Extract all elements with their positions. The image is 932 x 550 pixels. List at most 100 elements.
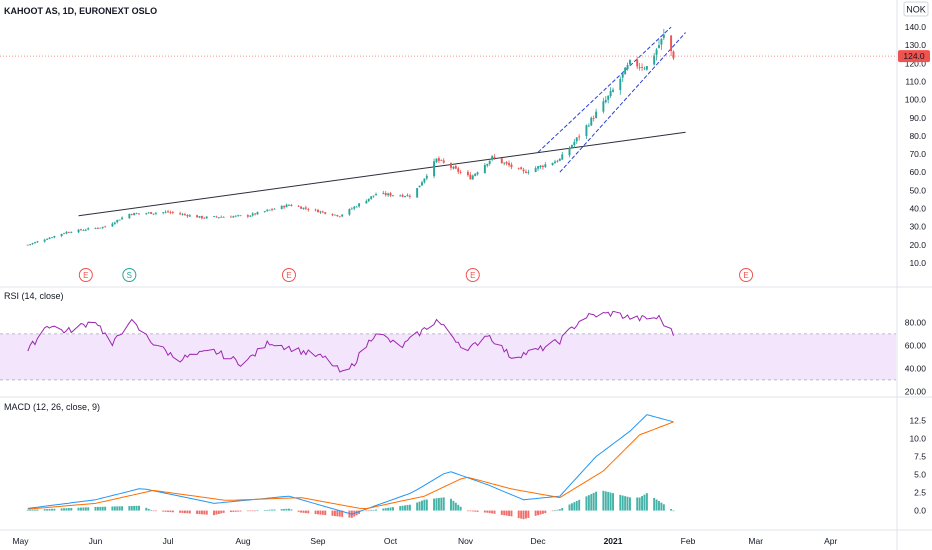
candle-body: [541, 165, 544, 167]
candle-body: [87, 228, 90, 230]
macd-histogram-bar: [268, 509, 271, 511]
macd-histogram-bar: [213, 510, 215, 516]
candle-body: [585, 125, 588, 137]
candle-body: [213, 216, 215, 218]
last-price-label: 124.0: [903, 51, 925, 61]
macd-histogram-bar: [573, 502, 576, 511]
macd-histogram-bar: [641, 496, 644, 511]
macd-histogram-bar: [491, 510, 494, 514]
currency-badge[interactable]: [903, 1, 929, 17]
price-tick-label: 130.0: [905, 40, 927, 50]
candle-body: [82, 230, 85, 231]
macd-histogram-bar: [77, 507, 80, 511]
time-tick-label: May: [12, 536, 29, 546]
macd-histogram-bar: [423, 499, 426, 511]
candle-body: [612, 89, 615, 92]
macd-histogram-bar: [63, 508, 66, 511]
candle-body: [128, 213, 131, 219]
macd-histogram-bar: [317, 510, 319, 515]
candle-body: [179, 213, 182, 215]
macd-histogram-bar: [437, 497, 440, 511]
macd-histogram-bar: [220, 510, 223, 514]
price-tick-label: 20.0: [909, 240, 926, 250]
macd-histogram-bar: [336, 510, 339, 517]
candle-body: [587, 125, 590, 127]
macd-histogram-bar: [304, 510, 307, 514]
candle-body: [573, 141, 576, 146]
macd-histogram-bar: [585, 496, 588, 511]
candle-body: [285, 204, 288, 208]
candle-body: [401, 194, 404, 197]
event-marker-e: [78, 268, 93, 282]
candle-body: [554, 161, 556, 164]
candle-body: [658, 45, 660, 48]
macd-histogram-bar: [457, 504, 460, 511]
candle-body: [104, 226, 107, 228]
macd-histogram-bar: [503, 510, 506, 516]
candle-body: [621, 73, 624, 78]
macd-histogram-bar: [203, 510, 206, 515]
time-tick-label: Apr: [824, 536, 837, 546]
time-tick-label: Oct: [384, 536, 398, 546]
candle-body: [171, 212, 174, 213]
candle-body: [387, 193, 390, 196]
rsi-tick-label: 20.00: [905, 386, 927, 396]
candle-body: [406, 195, 409, 197]
macd-line: [27, 414, 674, 515]
macd-histogram-bar: [50, 508, 53, 511]
last-price-marker: 124.0: [0, 50, 930, 63]
candle-body: [29, 244, 32, 245]
macd-histogram-bar: [558, 509, 561, 511]
candle-body: [268, 209, 271, 211]
candle-body: [435, 158, 438, 163]
candle-body: [271, 209, 273, 211]
macd-histogram-bar: [251, 510, 254, 512]
macd-histogram-bar: [287, 508, 290, 511]
macd-histogram-bar: [554, 510, 556, 512]
macd-histogram-bar: [525, 510, 527, 519]
candle-body: [152, 213, 155, 215]
macd-histogram-bar: [154, 510, 157, 512]
candle-body: [338, 216, 341, 218]
macd-histogram-bar: [246, 510, 249, 512]
rsi-band-layer: 20.00 40.00 60.00 80.00: [0, 317, 926, 396]
candle-body: [423, 178, 426, 183]
macd-histogram-bar: [602, 490, 605, 511]
macd-histogram-bar: [133, 505, 136, 511]
candle-body: [116, 219, 119, 223]
macd-histogram-bar: [297, 510, 300, 512]
macd-histogram-bar: [150, 509, 153, 511]
candle-body: [266, 209, 269, 211]
currency-label: NOK: [906, 5, 926, 15]
price-tick-label: 60.0: [909, 167, 926, 177]
macd-histogram-bar: [609, 492, 612, 511]
candle-body: [205, 216, 208, 219]
candle-body: [466, 171, 469, 176]
macd-pane-label[interactable]: MACD (12, 26, close, 9): [4, 402, 100, 412]
event-marker-e: [465, 268, 480, 282]
rsi-pane-label[interactable]: RSI (14, close): [4, 291, 64, 301]
candle-body: [239, 215, 242, 217]
macd-histogram-bar: [440, 497, 443, 511]
candle-body: [333, 214, 336, 216]
candle-body: [273, 208, 276, 210]
macd-histogram-bar: [459, 506, 462, 511]
candle-body: [660, 38, 663, 45]
candle-body: [130, 214, 133, 215]
macd-histogram-bar: [537, 510, 540, 516]
candle-body: [169, 212, 172, 213]
macd-histogram-bar: [104, 506, 107, 511]
macd-histogram-bar: [595, 491, 598, 511]
candle-body: [645, 66, 648, 70]
candle-body: [31, 243, 34, 245]
candle-body: [544, 164, 547, 167]
candle-body: [314, 209, 317, 211]
event-marker-s: [122, 268, 137, 282]
macd-histogram-bar: [162, 510, 165, 512]
macd-histogram-bar: [99, 506, 102, 511]
macd-histogram-bar: [239, 510, 242, 512]
macd-histogram-bar: [338, 510, 341, 517]
macd-tick-label: 5.0: [914, 470, 926, 480]
macd-histogram-bar: [43, 509, 46, 511]
